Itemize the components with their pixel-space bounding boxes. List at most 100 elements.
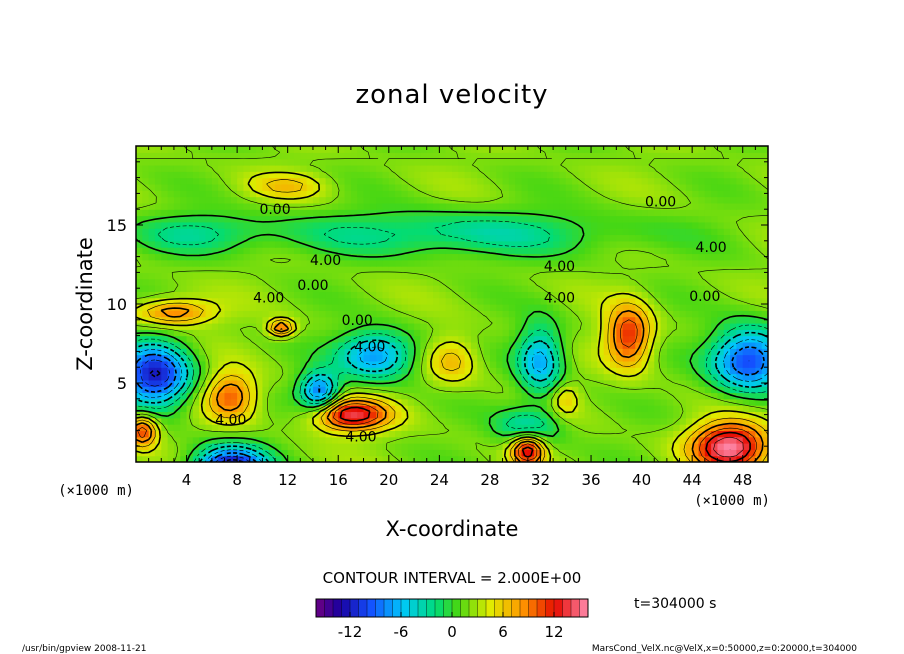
heatmap-cell xyxy=(281,379,289,387)
heatmap-cell xyxy=(647,190,655,198)
heatmap-cell xyxy=(180,190,188,198)
heatmap-cell xyxy=(679,146,687,153)
heatmap-cell xyxy=(610,411,617,419)
heatmap-cell xyxy=(565,341,573,349)
heatmap-cell xyxy=(603,417,611,425)
heatmap-cell xyxy=(711,291,719,299)
heatmap-cell xyxy=(275,322,282,330)
heatmap-cell xyxy=(420,373,428,381)
heatmap-cell xyxy=(698,202,706,210)
heatmap-cell xyxy=(711,158,719,166)
heatmap-cell xyxy=(692,430,700,438)
heatmap-cell xyxy=(527,329,535,337)
heatmap-cell xyxy=(173,360,181,368)
heatmap-cell xyxy=(527,386,535,394)
heatmap-cell xyxy=(755,202,763,210)
heatmap-cell xyxy=(749,272,756,280)
heatmap-cell xyxy=(502,278,510,286)
heatmap-cell xyxy=(673,449,681,457)
heatmap-cell xyxy=(382,436,390,444)
heatmap-cell xyxy=(635,196,643,204)
heatmap-cell xyxy=(211,360,219,368)
heatmap-cell xyxy=(685,329,693,337)
heatmap-cell xyxy=(489,316,497,324)
heatmap-cell xyxy=(281,247,289,255)
heatmap-cell xyxy=(717,253,725,261)
heatmap-cell xyxy=(641,436,649,444)
heatmap-cell xyxy=(527,190,535,198)
heatmap-cell xyxy=(357,297,365,305)
heatmap-cell xyxy=(546,158,554,166)
heatmap-cell xyxy=(306,215,314,223)
heatmap-cell xyxy=(578,221,586,229)
heatmap-cell xyxy=(483,215,491,223)
heatmap-cell xyxy=(717,272,725,280)
heatmap-cell xyxy=(350,373,358,381)
heatmap-cell xyxy=(205,209,213,217)
heatmap-cell xyxy=(148,266,156,273)
heatmap-cell xyxy=(161,221,169,229)
heatmap-cell xyxy=(312,417,320,425)
heatmap-cell xyxy=(742,190,750,198)
heatmap-cell xyxy=(186,253,194,261)
heatmap-cell xyxy=(312,190,320,198)
heatmap-cell xyxy=(350,266,358,273)
heatmap-cell xyxy=(483,240,491,248)
heatmap-cell xyxy=(711,354,719,362)
heatmap-cell xyxy=(344,146,352,153)
heatmap-cell xyxy=(294,354,301,362)
heatmap-cell xyxy=(483,436,491,444)
heatmap-cell xyxy=(711,379,719,387)
heatmap-cell xyxy=(597,183,605,191)
heatmap-cell xyxy=(622,430,630,438)
heatmap-cell xyxy=(502,386,510,394)
heatmap-cell xyxy=(521,171,529,179)
heatmap-cell xyxy=(199,164,207,172)
heatmap-cell xyxy=(692,335,700,343)
heatmap-cell xyxy=(136,196,143,204)
heatmap-cell xyxy=(287,146,295,153)
heatmap-cell xyxy=(167,316,175,324)
heatmap-cell xyxy=(736,341,744,349)
heatmap-cell xyxy=(148,436,156,444)
heatmap-cell xyxy=(546,266,554,273)
heatmap-cell xyxy=(388,424,396,431)
heatmap-cell xyxy=(148,177,156,185)
heatmap-cell xyxy=(439,430,447,438)
heatmap-cell xyxy=(534,398,542,406)
heatmap-cell xyxy=(711,215,719,223)
heatmap-cell xyxy=(540,146,548,153)
heatmap-cell xyxy=(553,329,561,337)
heatmap-cell xyxy=(395,158,403,166)
heatmap-cell xyxy=(281,158,289,166)
heatmap-cell xyxy=(673,190,681,198)
heatmap-cell xyxy=(470,291,478,299)
heatmap-cell xyxy=(401,348,409,356)
heatmap-cell xyxy=(319,196,327,204)
heatmap-cell xyxy=(243,146,251,153)
heatmap-cell xyxy=(262,253,270,261)
heatmap-cell xyxy=(319,430,327,438)
heatmap-cell xyxy=(502,215,510,223)
heatmap-cell xyxy=(673,266,681,273)
heatmap-cell xyxy=(483,411,491,419)
heatmap-cell xyxy=(660,436,668,444)
heatmap-cell xyxy=(331,360,339,368)
heatmap-cell xyxy=(527,348,535,356)
heatmap-cell xyxy=(515,304,523,311)
heatmap-cell xyxy=(363,411,371,419)
heatmap-cell xyxy=(749,449,756,457)
heatmap-cell xyxy=(199,266,207,273)
heatmap-cell xyxy=(534,322,542,330)
heatmap-cell xyxy=(382,386,390,394)
heatmap-cell xyxy=(262,310,270,318)
heatmap-cell xyxy=(597,234,605,242)
heatmap-cell xyxy=(698,171,706,179)
heatmap-cell xyxy=(445,310,453,318)
heatmap-cell xyxy=(376,158,384,166)
heatmap-cell xyxy=(237,285,245,292)
heatmap-cell xyxy=(338,304,346,311)
heatmap-cell xyxy=(546,221,554,229)
heatmap-cell xyxy=(723,322,731,330)
